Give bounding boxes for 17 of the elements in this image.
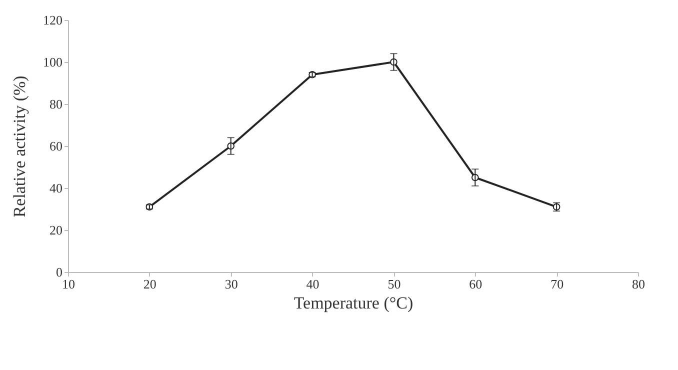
y-tick-label: 80 — [50, 96, 62, 112]
x-axis-title: Temperature (°C) — [294, 294, 414, 312]
x-tick-label: 20 — [143, 276, 156, 292]
y-tick-label: 120 — [43, 12, 62, 28]
x-tick-label: 60 — [469, 276, 482, 292]
x-tick-label: 10 — [62, 276, 75, 292]
y-tick-label: 100 — [43, 54, 62, 70]
x-tick-label: 30 — [224, 276, 238, 292]
y-tick-label: 40 — [50, 180, 62, 196]
x-tick-label: 40 — [306, 276, 320, 292]
y-tick-label: 0 — [56, 264, 62, 280]
x-tick-label: 50 — [388, 276, 401, 292]
y-tick-label: 20 — [50, 222, 62, 238]
y-tick-label: 60 — [50, 138, 62, 154]
x-tick-label: 80 — [632, 276, 645, 292]
y-axis-title: Relative activity (%) — [10, 76, 29, 218]
x-tick-label: 70 — [550, 276, 564, 292]
